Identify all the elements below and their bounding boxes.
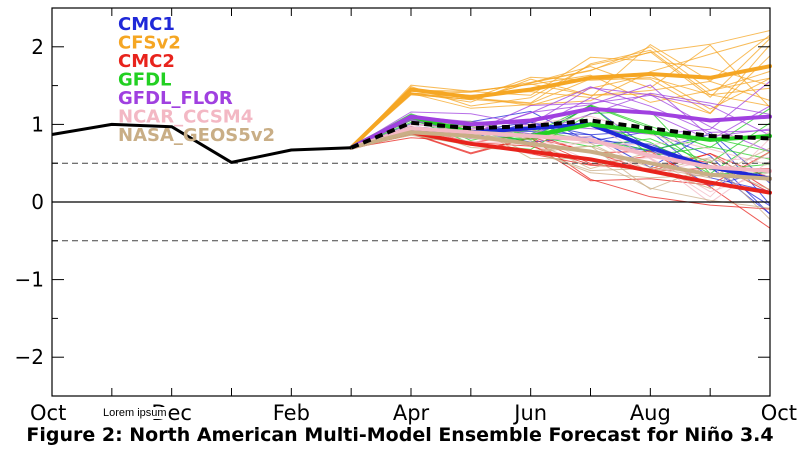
- observed-line: [51, 122, 352, 164]
- y-tick-label: −2: [15, 345, 44, 369]
- legend-entry: CMC1: [118, 14, 175, 35]
- y-tick-label: 2: [31, 35, 44, 59]
- y-tick-label: 0: [31, 190, 44, 214]
- series-line-nasa_geos5v2: [349, 130, 772, 181]
- x-tick-label: Aug: [630, 401, 671, 425]
- figure-caption: Figure 2: North American Multi-Model Ens…: [26, 424, 774, 446]
- legend-entry: CFSv2: [118, 33, 181, 54]
- series-line-cfsv2: [349, 64, 772, 150]
- member-line-cfsv2: [350, 37, 771, 149]
- ensemble-mean-line: [350, 118, 771, 150]
- legend-entry: GFDL_FLOR: [118, 88, 233, 109]
- series-line-ncar_ccsm4: [349, 126, 772, 173]
- x-tick-label: Oct: [30, 401, 66, 425]
- legend-entry: GFDL: [118, 70, 171, 91]
- model-mean-lines: [349, 64, 772, 195]
- x-tick-label: Feb: [273, 401, 310, 425]
- member-line-cfsv2: [350, 74, 771, 149]
- reference-lines: [52, 162, 770, 242]
- series-line-gfdl_flor: [349, 106, 772, 150]
- legend-entry: CMC2: [118, 51, 175, 72]
- x-tick-label: Apr: [393, 401, 430, 425]
- member-line-gfdl_flor: [350, 87, 771, 152]
- legend: CMC1CFSv2CMC2GFDLGFDL_FLORNCAR_CCSM4NASA…: [118, 14, 275, 146]
- x-tick-label: Jun: [512, 401, 547, 425]
- y-tick-label: −1: [15, 268, 44, 292]
- legend-entry: NCAR_CCSM4: [118, 107, 253, 128]
- observed-and-mean-lines: [51, 118, 771, 164]
- y-tick-label: 1: [31, 112, 44, 136]
- member-line-cfsv2: [350, 55, 771, 149]
- legend-entry: NASA_GEOS5v2: [118, 125, 275, 146]
- x-tick-label: Oct: [761, 401, 797, 425]
- member-line-cfsv2: [350, 44, 771, 149]
- member-line-cmc2: [351, 133, 771, 210]
- overlay-note: Lorem ipsum: [102, 407, 168, 419]
